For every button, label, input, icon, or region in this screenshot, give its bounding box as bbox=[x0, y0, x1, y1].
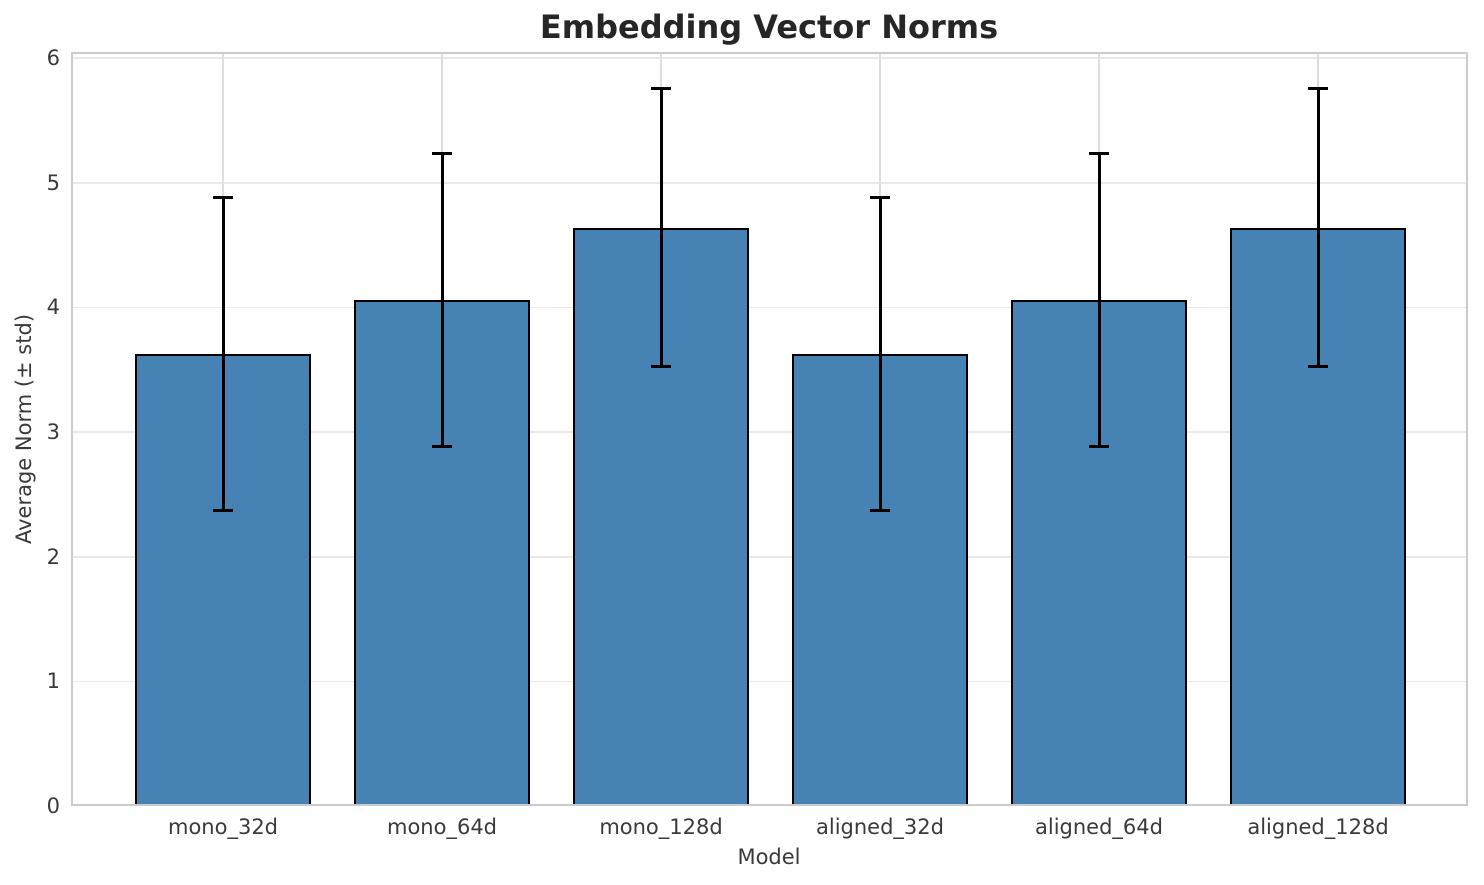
error-bar-cap-bottom bbox=[1308, 365, 1328, 369]
error-bar-line bbox=[440, 152, 444, 448]
x-tick-label: aligned_128d bbox=[1247, 815, 1389, 839]
chart-title: Embedding Vector Norms bbox=[539, 8, 999, 46]
y-tick-label: 0 bbox=[46, 794, 60, 818]
y-tick-label: 2 bbox=[46, 544, 60, 569]
error-bar-line bbox=[1097, 152, 1101, 448]
error-bar-cap-top bbox=[213, 195, 233, 199]
h-gridline bbox=[71, 431, 1468, 433]
error-bar-cap-top bbox=[1089, 151, 1109, 155]
error-bar-cap-top bbox=[870, 195, 890, 199]
y-tick-label: 6 bbox=[46, 46, 60, 71]
y-tick-label: 3 bbox=[46, 420, 60, 445]
h-gridline bbox=[71, 555, 1468, 558]
error-bar-cap-bottom bbox=[870, 508, 890, 512]
y-tick-label: 5 bbox=[46, 170, 60, 195]
y-tick-label: 1 bbox=[46, 669, 60, 694]
error-bar-cap-top bbox=[651, 87, 671, 91]
x-tick-label: mono_128d bbox=[599, 815, 723, 839]
plot-area bbox=[71, 52, 1468, 806]
x-axis-label: Model bbox=[737, 845, 801, 869]
h-gridline bbox=[71, 306, 1468, 309]
x-tick-label: mono_64d bbox=[386, 815, 498, 839]
error-bar-cap-bottom bbox=[1089, 445, 1109, 449]
h-gridline bbox=[71, 680, 1468, 683]
x-tick-label: mono_32d bbox=[167, 815, 279, 839]
h-gridline bbox=[71, 182, 1468, 184]
error-bar-cap-bottom bbox=[432, 445, 452, 449]
error-bar-line bbox=[878, 196, 882, 511]
h-gridline bbox=[71, 57, 1468, 60]
error-bar-cap-bottom bbox=[213, 508, 233, 512]
error-bar-cap-top bbox=[1308, 87, 1328, 91]
error-bar-cap-top bbox=[432, 151, 452, 155]
error-bar-line bbox=[659, 88, 663, 368]
error-bar-line bbox=[1316, 88, 1320, 368]
error-bar-cap-bottom bbox=[651, 365, 671, 369]
y-tick-label: 4 bbox=[46, 295, 60, 320]
error-bar-line bbox=[221, 196, 225, 511]
x-tick-label: aligned_32d bbox=[816, 815, 944, 839]
x-tick-label: aligned_64d bbox=[1035, 815, 1163, 839]
